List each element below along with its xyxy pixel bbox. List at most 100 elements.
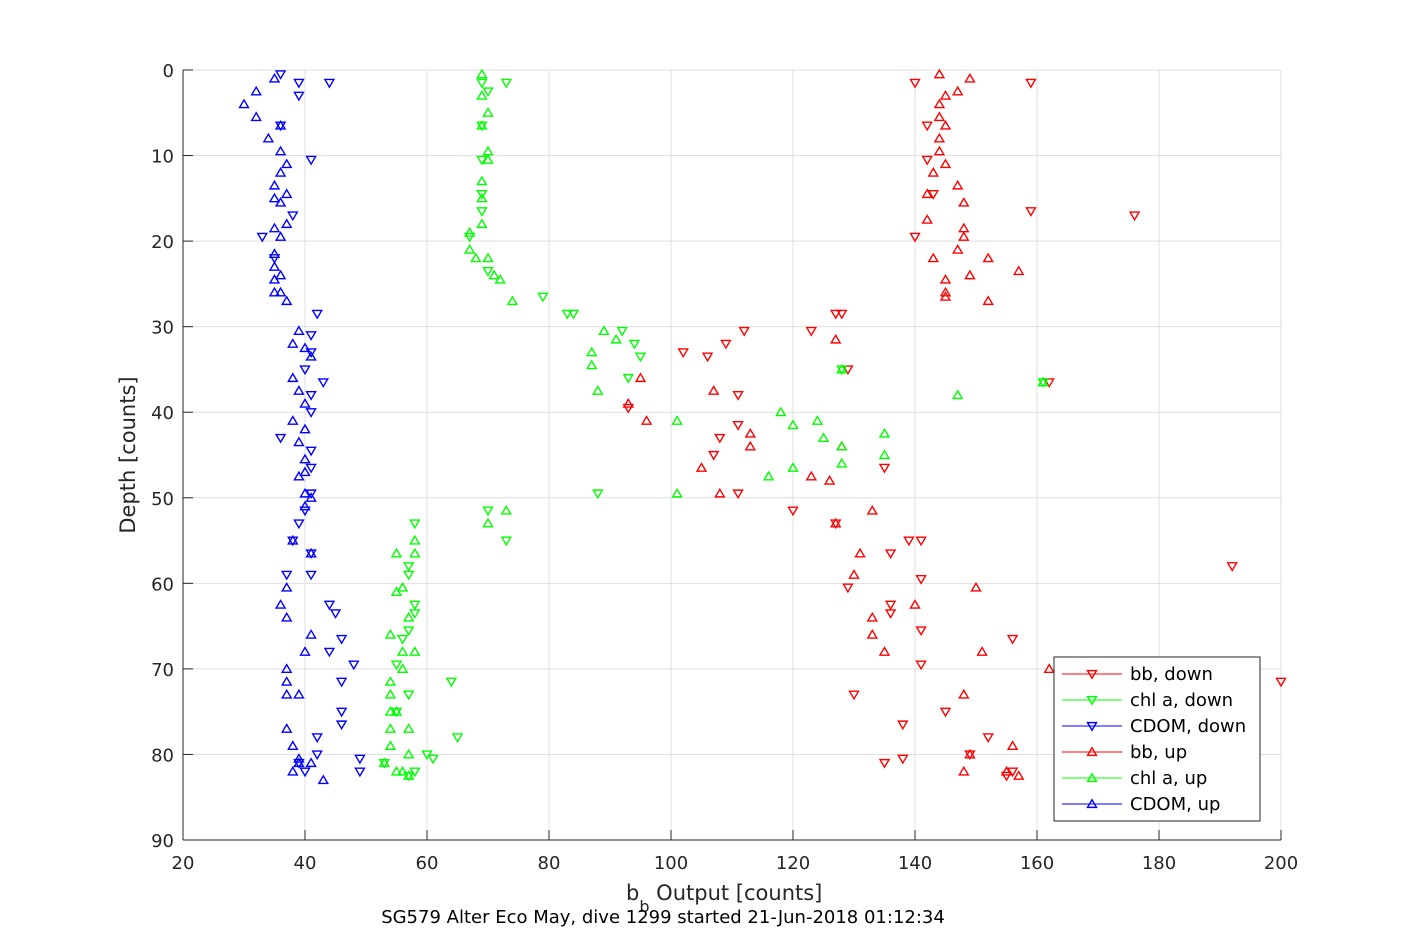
data-point (268, 254, 281, 264)
data-point (933, 132, 946, 143)
data-point (787, 506, 799, 517)
data-point (622, 403, 635, 414)
data-point (488, 269, 500, 280)
data-point (293, 688, 305, 699)
data-point (299, 500, 311, 511)
data-point (476, 90, 488, 100)
y-tick-label: 70 (151, 660, 174, 681)
legend-label: chl a, up (1130, 768, 1207, 789)
data-point (829, 333, 842, 344)
data-point (585, 346, 598, 357)
data-point (409, 534, 421, 545)
data-point (921, 155, 933, 166)
x-tick-label: 20 (172, 853, 195, 874)
data-point (287, 740, 299, 750)
legend-label: chl a, down (1130, 690, 1233, 711)
data-point (482, 517, 494, 528)
legend-label: bb, up (1130, 742, 1187, 763)
x-tick-label: 200 (1264, 853, 1298, 874)
data-point (939, 291, 952, 301)
data-point (939, 119, 952, 130)
data-point (299, 506, 311, 517)
data-point (402, 626, 415, 637)
data-point (262, 132, 275, 143)
data-point (866, 504, 879, 515)
data-point (280, 570, 293, 581)
data-point (427, 754, 439, 765)
data-point (744, 427, 757, 438)
data-point (287, 534, 299, 545)
data-point (915, 626, 927, 637)
data-point (402, 690, 415, 701)
y-tick-label: 10 (151, 147, 174, 168)
data-point (567, 309, 580, 320)
y-tick-label: 90 (151, 831, 174, 852)
data-point (305, 350, 317, 361)
data-point (348, 660, 360, 671)
data-point (951, 244, 964, 254)
data-point (317, 378, 330, 388)
data-point (732, 489, 744, 500)
legend-marker (1086, 798, 1098, 809)
data-point (915, 660, 927, 671)
data-point (732, 420, 744, 431)
data-point (293, 470, 305, 481)
x-tick-label: 60 (416, 853, 439, 874)
data-point (305, 463, 317, 474)
data-point (256, 232, 269, 243)
data-point (293, 436, 305, 447)
data-point (585, 359, 598, 370)
legend-label: CDOM, down (1130, 716, 1246, 737)
data-point (738, 326, 750, 337)
x-tick-label: 80 (538, 853, 561, 874)
y-tick-label: 20 (151, 232, 174, 253)
data-point (829, 517, 842, 528)
data-point (311, 733, 323, 743)
data-point (909, 78, 921, 89)
data-point (354, 754, 366, 765)
data-point (842, 365, 854, 376)
data-point (500, 504, 513, 515)
data-point (628, 339, 641, 350)
data-point (933, 111, 946, 122)
data-point (939, 273, 952, 284)
x-tick-label: 120 (776, 853, 810, 874)
data-point (817, 432, 830, 442)
data-point (268, 179, 281, 190)
data-point (720, 339, 732, 350)
data-point (238, 98, 250, 109)
data-point (323, 78, 336, 89)
data-point (836, 309, 848, 320)
data-point (897, 720, 909, 731)
data-point (842, 583, 854, 594)
data-point (274, 167, 287, 177)
data-point (982, 733, 994, 743)
data-point (287, 211, 299, 222)
data-point (500, 78, 513, 89)
data-point (335, 677, 348, 688)
data-point (933, 68, 946, 79)
legend-marker (1086, 669, 1098, 680)
data-point (921, 121, 933, 132)
data-point (274, 145, 287, 156)
data-point (305, 629, 317, 639)
data-point (1012, 770, 1025, 780)
data-point (451, 733, 464, 743)
data-point (958, 231, 970, 241)
x-tick-label: 180 (1142, 853, 1176, 874)
data-point (390, 547, 403, 558)
legend-marker (1086, 695, 1098, 706)
data-point (1025, 78, 1037, 89)
data-point (384, 629, 397, 639)
data-point (402, 770, 415, 780)
data-point (463, 232, 476, 243)
data-point (476, 155, 488, 166)
ticks-layer: 20 40 60 80 100 120 140 160 180 200 0 10 20 30 40 50 60 7… (151, 61, 1298, 874)
data-point (476, 192, 488, 203)
data-point (592, 489, 604, 500)
data-point (274, 119, 287, 130)
data-point (958, 765, 970, 776)
data-point (1128, 211, 1141, 222)
data-point (390, 660, 403, 671)
y-tick-label: 40 (151, 403, 174, 424)
